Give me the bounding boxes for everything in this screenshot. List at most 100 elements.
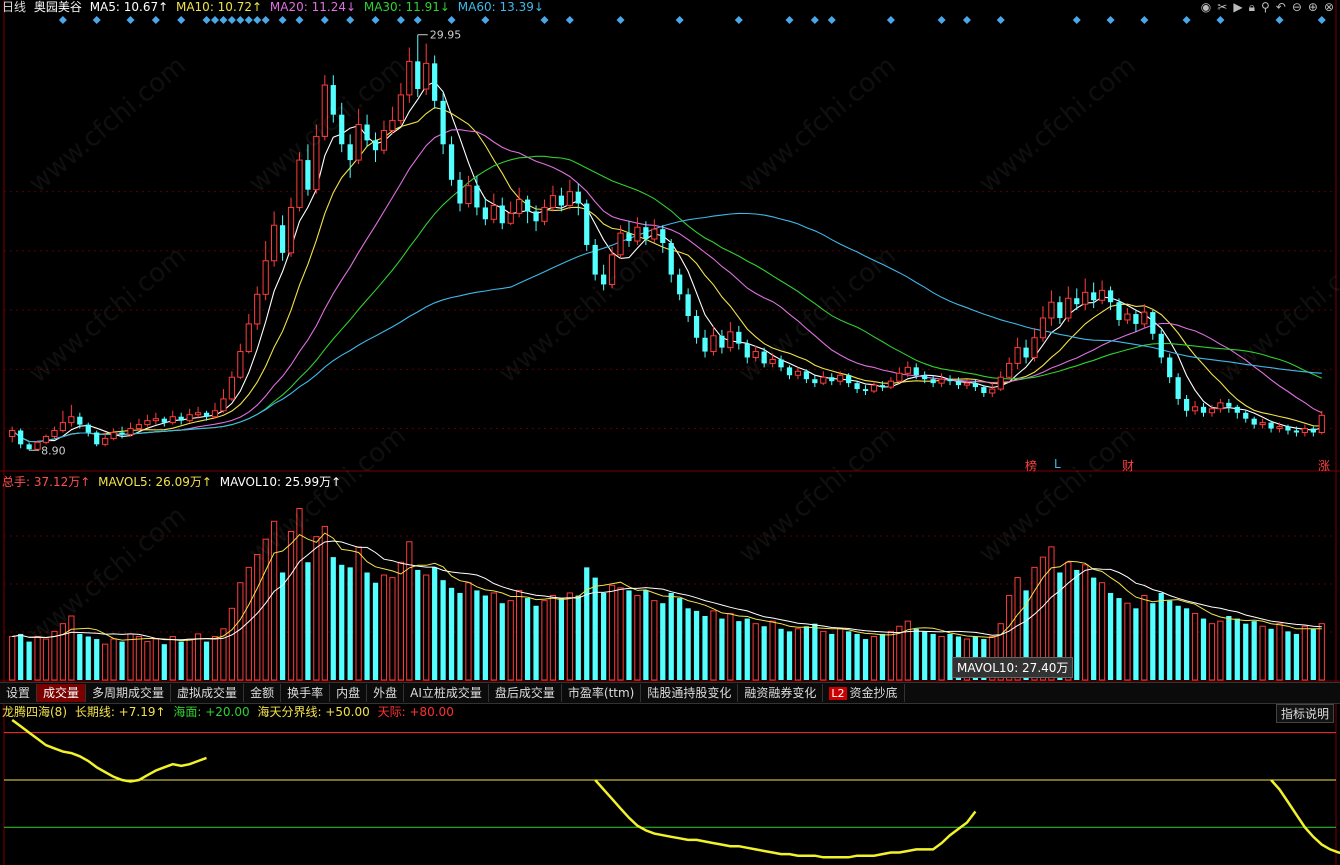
volume-bar[interactable] — [347, 567, 353, 680]
volume-bar[interactable] — [1217, 620, 1224, 681]
volume-bar[interactable] — [18, 633, 24, 680]
candle-body[interactable] — [186, 414, 193, 422]
volume-bar[interactable] — [372, 582, 379, 680]
candle-body[interactable] — [228, 376, 236, 400]
candle-body[interactable] — [1301, 428, 1308, 433]
volume-bar[interactable] — [432, 567, 438, 680]
candle-body[interactable] — [702, 337, 708, 352]
marker-l2[interactable]: L — [1054, 457, 1061, 471]
candle-body[interactable] — [279, 225, 286, 253]
event-diamond-icon[interactable] — [785, 16, 794, 24]
volume-bar[interactable] — [608, 584, 616, 681]
volume-bar[interactable] — [558, 598, 565, 680]
candle-body[interactable] — [710, 335, 717, 353]
period-label[interactable]: 日线 — [2, 0, 27, 14]
candle-body[interactable] — [643, 227, 649, 240]
candle-body[interactable] — [812, 379, 818, 384]
volume-bar[interactable] — [499, 603, 505, 680]
event-diamond-icon[interactable] — [810, 16, 819, 24]
candle-body[interactable] — [1268, 422, 1274, 429]
volume-bar[interactable] — [1183, 608, 1190, 680]
candle-body[interactable] — [1124, 313, 1131, 321]
volume-bar[interactable] — [846, 631, 852, 680]
volume-bar[interactable] — [693, 610, 700, 680]
candle-body[interactable] — [271, 224, 278, 262]
event-diamond-icon[interactable] — [396, 16, 405, 24]
candle-body[interactable] — [896, 372, 903, 382]
candle-body[interactable] — [963, 382, 971, 386]
event-diamond-icon[interactable] — [227, 16, 236, 24]
candle-body[interactable] — [355, 124, 362, 161]
event-diamond-icon[interactable] — [616, 16, 625, 24]
tab-capital-bottom[interactable]: L2 资金抄底 — [823, 684, 905, 702]
volume-bar[interactable] — [854, 633, 860, 680]
volume-bar[interactable] — [524, 598, 531, 680]
volume-bar[interactable] — [507, 600, 514, 681]
candle-body[interactable] — [1158, 333, 1164, 358]
volume-bar[interactable] — [287, 531, 295, 681]
marker-rank[interactable]: 榜 — [1025, 459, 1038, 473]
candle-body[interactable] — [194, 412, 202, 416]
eye-icon[interactable]: ◉ — [1200, 0, 1212, 14]
event-diamond-icon[interactable] — [1182, 16, 1191, 24]
volume-bar[interactable] — [1107, 592, 1114, 680]
volume-bar[interactable] — [321, 525, 328, 681]
candle-body[interactable] — [161, 418, 167, 423]
volume-bar[interactable] — [870, 635, 878, 681]
volume-bar[interactable] — [896, 625, 903, 681]
candle-body[interactable] — [761, 351, 767, 364]
candle-body[interactable] — [144, 420, 151, 426]
candle-body[interactable] — [575, 191, 581, 204]
volume-bar[interactable] — [1191, 612, 1199, 681]
volume-bar[interactable] — [601, 592, 607, 680]
tab-ai-volume[interactable]: AI立桩成交量 — [404, 684, 489, 702]
tab-volume[interactable]: 成交量 — [37, 684, 87, 702]
event-diamond-icon[interactable] — [886, 16, 895, 24]
candle-body[interactable] — [1091, 292, 1097, 301]
tab-turnover[interactable]: 换手率 — [281, 684, 331, 702]
candle-body[interactable] — [533, 211, 539, 222]
volume-bar[interactable] — [102, 643, 109, 681]
volume-bar[interactable] — [51, 630, 58, 681]
event-diamond-icon[interactable] — [937, 16, 946, 24]
volume-bar[interactable] — [626, 590, 632, 680]
candle-body[interactable] — [879, 385, 886, 388]
candle-body[interactable] — [1293, 430, 1300, 433]
candle-body[interactable] — [1048, 301, 1055, 319]
candle-body[interactable] — [727, 331, 734, 349]
candle-body[interactable] — [854, 383, 860, 390]
candle-body[interactable] — [608, 254, 616, 285]
play-icon[interactable]: ▶ — [1233, 0, 1243, 14]
candle-body[interactable] — [1251, 418, 1257, 425]
event-diamond-icon[interactable] — [346, 16, 355, 24]
candle-body[interactable] — [406, 60, 413, 96]
volume-bar[interactable] — [34, 635, 41, 681]
volume-bar[interactable] — [660, 603, 666, 680]
candle-body[interactable] — [1031, 337, 1038, 358]
candle-body[interactable] — [989, 388, 996, 394]
candle-body[interactable] — [736, 331, 742, 344]
indicator-explain-button[interactable]: 指标说明 — [1275, 704, 1334, 723]
candle-body[interactable] — [507, 212, 514, 224]
volume-bar[interactable] — [761, 626, 767, 680]
candle-body[interactable] — [364, 124, 370, 141]
volume-bar[interactable] — [339, 564, 345, 680]
candle-body[interactable] — [1133, 314, 1139, 324]
candle-body[interactable] — [1014, 347, 1021, 364]
volume-bar[interactable] — [837, 628, 844, 681]
candle-body[interactable] — [440, 100, 446, 145]
volume-bar[interactable] — [736, 621, 742, 680]
event-diamond-icon[interactable] — [126, 16, 135, 24]
volume-bar[interactable] — [786, 631, 793, 680]
candle-body[interactable] — [321, 84, 328, 137]
volume-bar[interactable] — [1268, 628, 1274, 680]
candle-body[interactable] — [9, 430, 16, 437]
volume-bar[interactable] — [237, 582, 244, 681]
volume-bar[interactable] — [296, 507, 303, 681]
event-diamond-icon[interactable] — [734, 16, 743, 24]
volume-bar[interactable] — [1082, 564, 1089, 681]
candle-body[interactable] — [18, 430, 24, 445]
volume-bar[interactable] — [271, 520, 278, 681]
event-diamond-icon[interactable] — [1275, 16, 1284, 24]
candle-body[interactable] — [347, 144, 353, 161]
